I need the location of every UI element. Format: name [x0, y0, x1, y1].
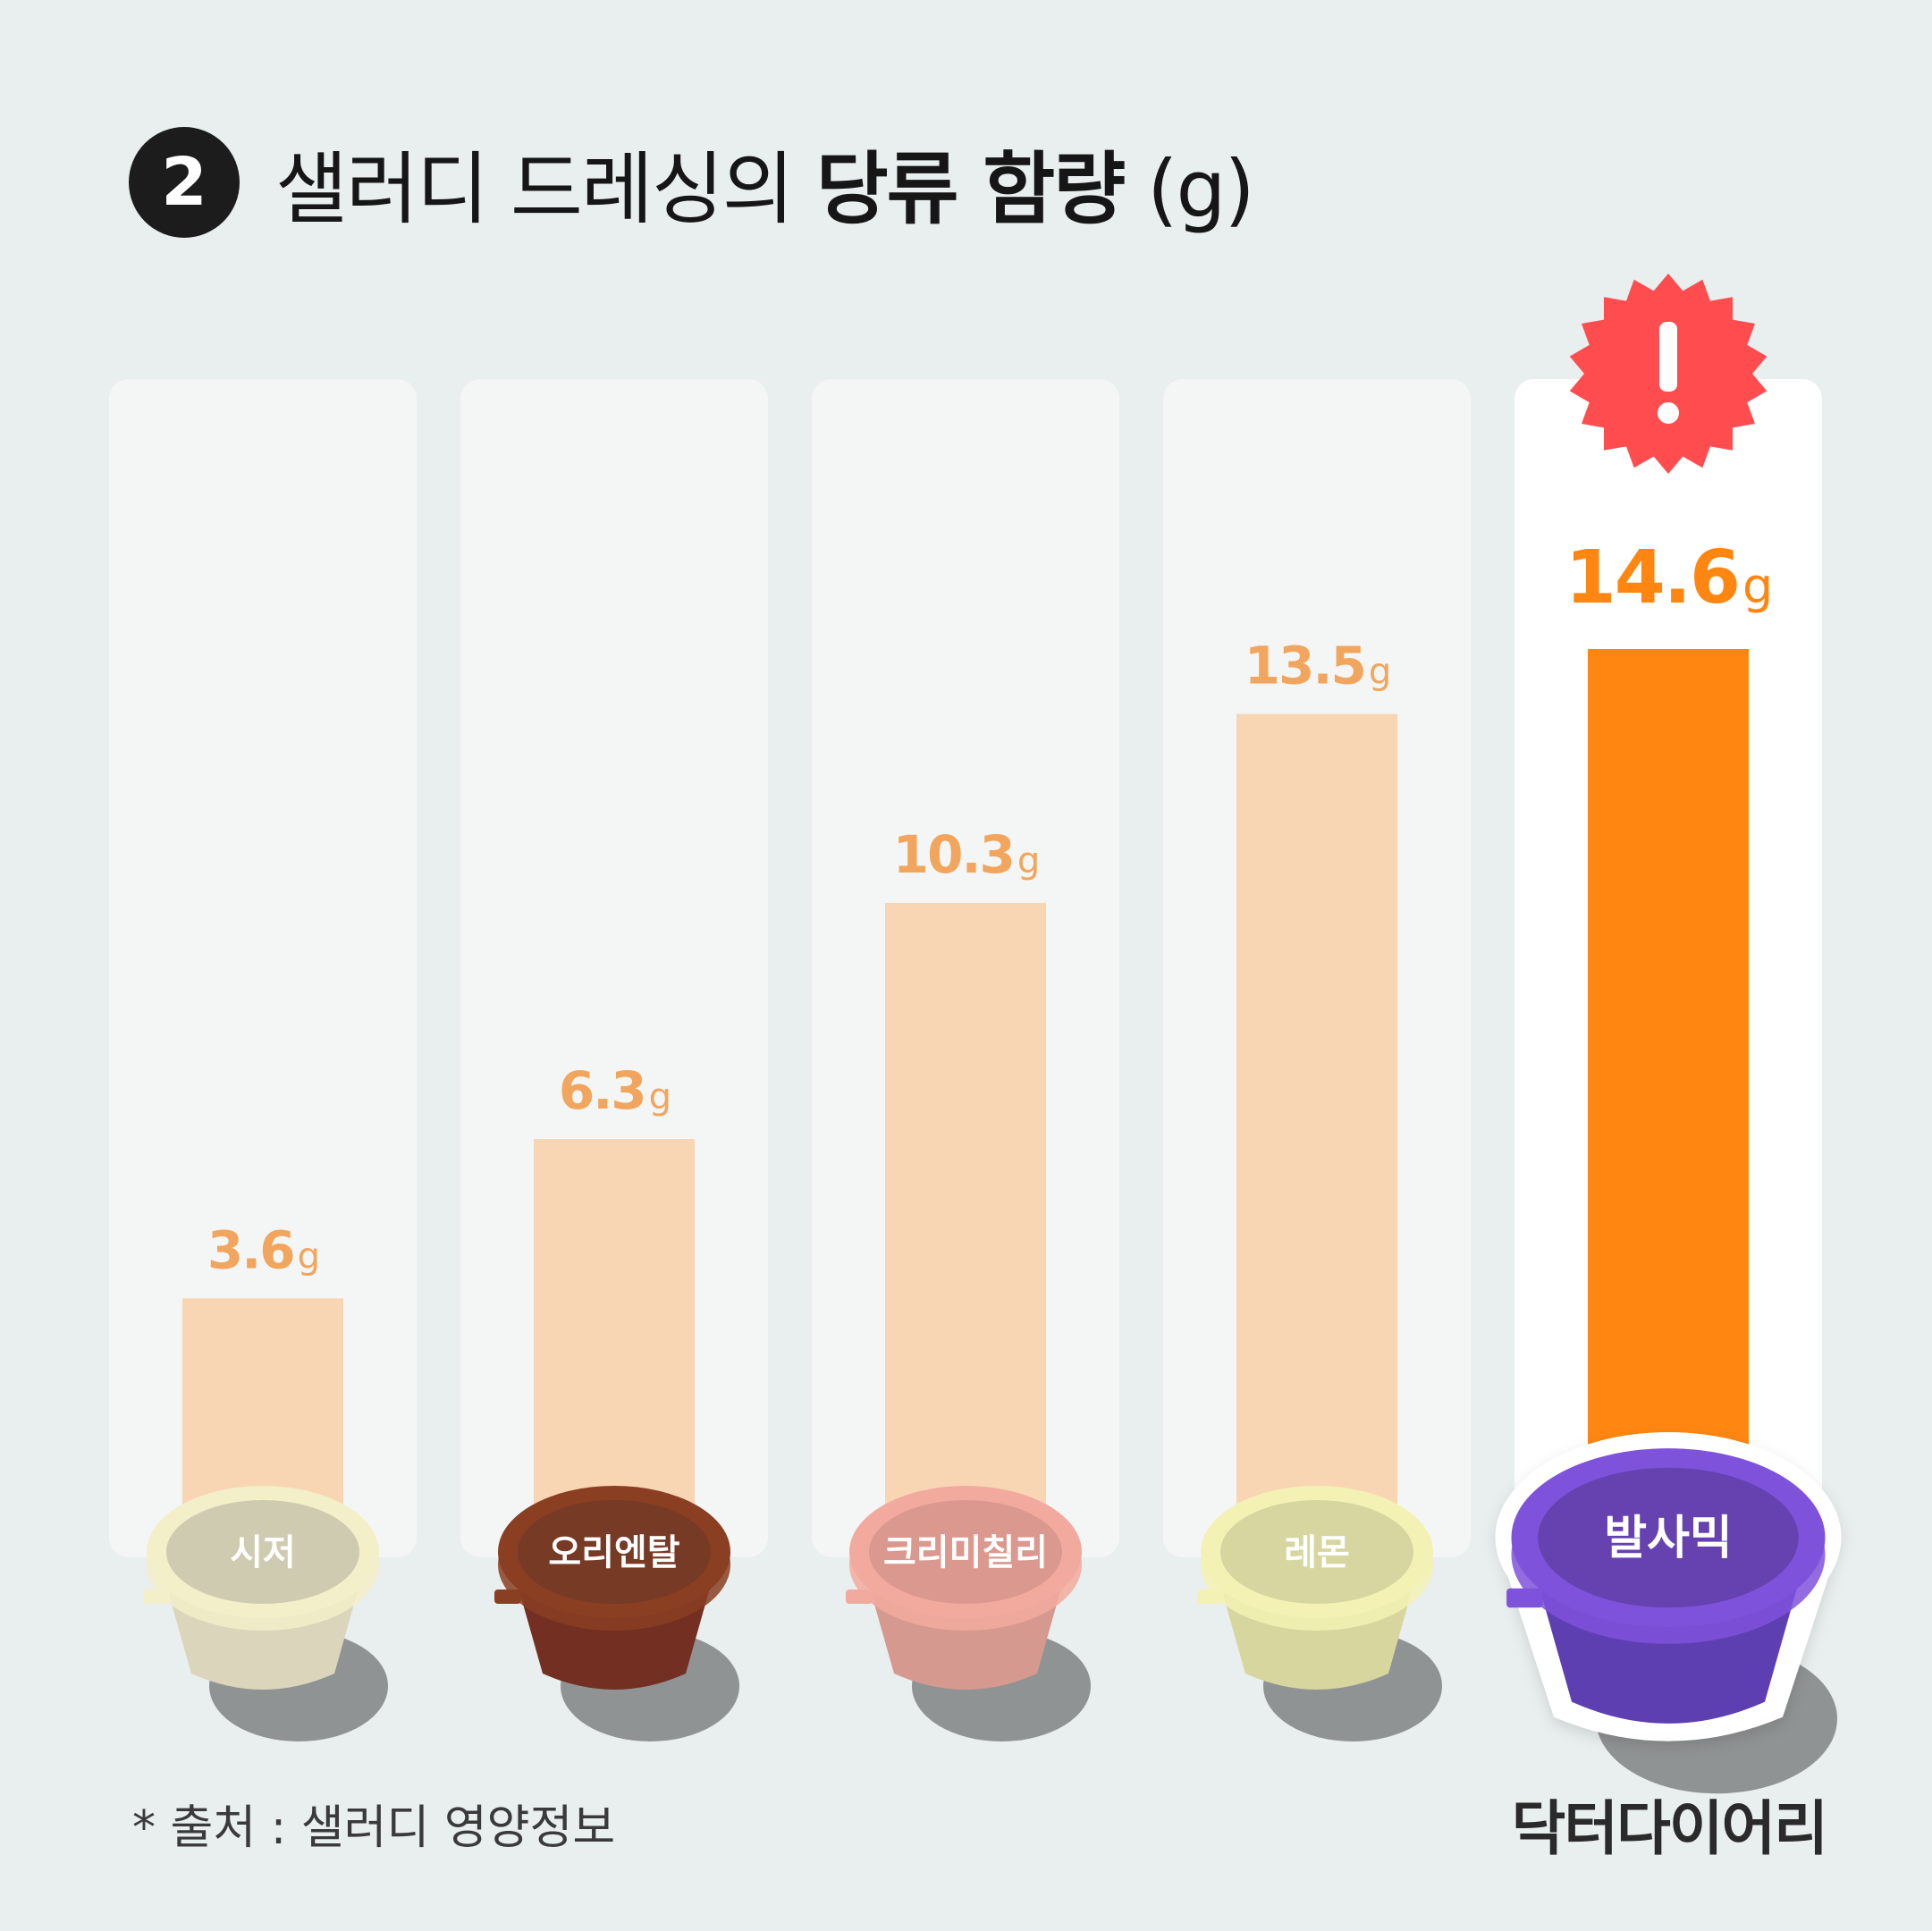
brand-logo-text: 닥터다이어리: [1511, 1794, 1828, 1863]
cup-lid: [1220, 1500, 1413, 1604]
chart-header: 2 샐러디 드레싱의 당류 함량 (g): [129, 126, 1255, 240]
bar-3: [1236, 713, 1397, 1511]
category-label-1: 오리엔탈: [548, 1532, 679, 1573]
dressing-cup-3: 레몬: [1197, 1486, 1442, 1741]
value-label-3: 13.5 g: [1244, 636, 1390, 696]
bar-0: [182, 1298, 343, 1511]
cup-tab: [494, 1589, 521, 1604]
exclamation-dot: [1658, 402, 1679, 424]
dressing-cup-4: 발사믹: [1495, 1432, 1842, 1794]
title-bold: 당류 함량: [815, 142, 1126, 235]
category-label-3: 레몬: [1284, 1532, 1350, 1573]
title-unit: (g): [1147, 142, 1255, 235]
bar-4: [1588, 649, 1749, 1511]
cup-tab: [1506, 1588, 1543, 1608]
bar-2: [885, 902, 1046, 1511]
cup-tab: [1197, 1589, 1224, 1604]
category-label-0: 시저: [230, 1532, 296, 1573]
cup-lid: [166, 1500, 359, 1604]
category-label-2: 크리미칠리: [883, 1532, 1048, 1573]
cup-tab: [846, 1589, 873, 1604]
value-label-4: 14.6g: [1565, 535, 1772, 620]
dressing-cup-2: 크리미칠리: [846, 1486, 1091, 1741]
value-label-0: 3.6 g: [207, 1219, 318, 1280]
alert-icon: [1569, 274, 1767, 474]
cup-tab: [143, 1589, 170, 1604]
dressing-cup-1: 오리엔탈: [494, 1486, 739, 1741]
section-number-badge: 2: [129, 127, 240, 238]
cup-lid: [1538, 1467, 1799, 1608]
cup-lid: [518, 1500, 711, 1604]
exclamation-bar: [1659, 322, 1677, 392]
value-label-2: 10.3 g: [893, 824, 1039, 885]
cup-lid: [869, 1500, 1062, 1604]
source-note: * 출처 : 샐러디 영양정보: [132, 1801, 616, 1855]
panel-0: [109, 379, 417, 1557]
title-regular: 샐러디 드레싱의: [275, 142, 795, 235]
category-label-4: 발사믹: [1604, 1512, 1733, 1565]
chart-title: 샐러디 드레싱의 당류 함량 (g): [275, 126, 1255, 240]
value-label-1: 6.3 g: [559, 1060, 670, 1121]
bar-1: [534, 1139, 695, 1511]
dressing-cup-0: 시저: [143, 1486, 388, 1741]
